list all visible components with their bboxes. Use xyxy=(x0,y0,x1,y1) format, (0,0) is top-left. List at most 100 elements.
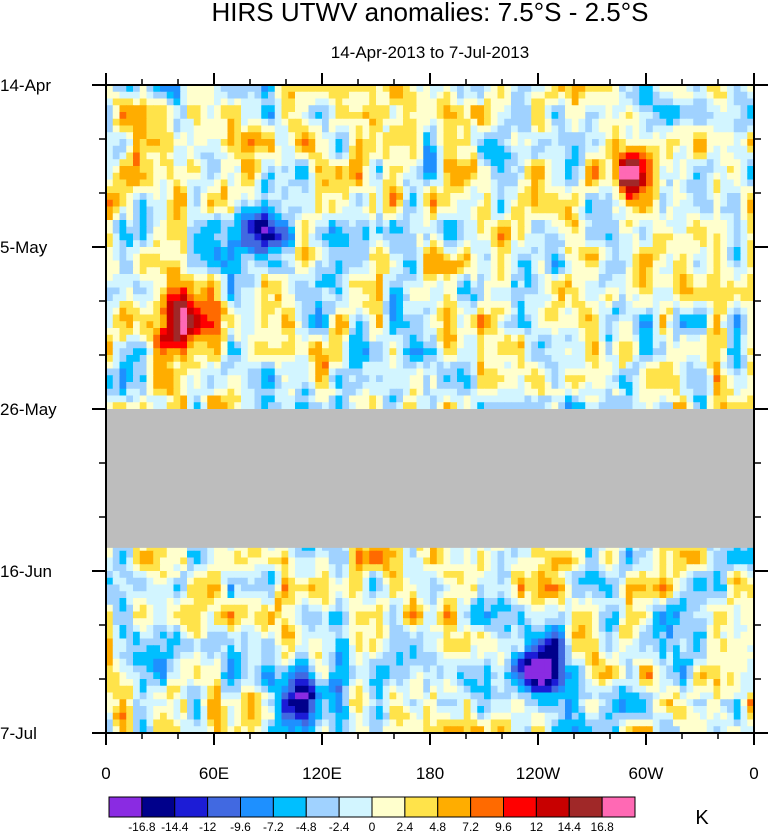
field-cell xyxy=(328,247,337,255)
field-cell xyxy=(457,220,465,228)
field-cell xyxy=(295,213,303,221)
field-cell xyxy=(524,307,532,316)
field-cell xyxy=(646,240,654,248)
field-cell xyxy=(571,105,580,113)
field-cell xyxy=(538,328,546,336)
field-cell xyxy=(261,172,269,181)
field-cell xyxy=(112,105,121,113)
field-cell xyxy=(686,294,694,302)
field-cell xyxy=(605,206,613,214)
field-cell xyxy=(200,388,208,397)
field-cell xyxy=(598,274,607,282)
field-cell xyxy=(423,240,431,248)
field-cell xyxy=(652,253,661,262)
field-cell xyxy=(598,186,607,194)
field-cell xyxy=(484,206,492,214)
field-cell xyxy=(612,314,620,322)
field-cell xyxy=(436,226,445,235)
field-cell xyxy=(247,240,256,248)
field-cell xyxy=(497,105,505,113)
field-cell xyxy=(187,91,195,100)
field-cell xyxy=(470,166,478,174)
field-cell xyxy=(166,145,175,154)
field-cell xyxy=(727,328,735,336)
field-cell xyxy=(558,199,566,208)
field-cell xyxy=(322,388,330,397)
field-cell xyxy=(409,388,418,397)
field-cell xyxy=(227,341,235,349)
field-cell xyxy=(551,307,559,316)
field-cell xyxy=(720,132,728,140)
field-cell xyxy=(180,199,188,208)
field-cell xyxy=(470,199,478,208)
field-cell xyxy=(261,280,269,289)
field-cell xyxy=(261,152,269,160)
field-cell xyxy=(484,294,492,302)
field-cell xyxy=(146,125,154,133)
field-cell xyxy=(686,112,694,120)
field-cell xyxy=(160,280,168,289)
field-cell xyxy=(281,395,289,403)
field-cell xyxy=(281,314,289,322)
field-cell xyxy=(382,294,391,302)
field-cell xyxy=(571,220,580,228)
field-cell xyxy=(200,274,208,282)
field-cell xyxy=(443,368,451,376)
field-cell xyxy=(430,193,438,201)
field-cell xyxy=(632,301,640,309)
field-cell xyxy=(315,307,323,316)
field-cell xyxy=(376,395,384,403)
field-cell xyxy=(713,321,721,329)
field-cell xyxy=(180,260,188,268)
field-cell xyxy=(565,206,573,214)
field-cell xyxy=(686,253,694,262)
field-cell xyxy=(376,199,384,208)
field-cell xyxy=(686,361,694,370)
field-cell xyxy=(112,274,121,282)
field-cell xyxy=(349,179,357,187)
field-cell xyxy=(639,321,647,329)
field-cell xyxy=(517,112,526,120)
field-cell xyxy=(261,199,269,208)
field-cell xyxy=(369,186,377,194)
field-cell xyxy=(126,253,134,262)
field-cell xyxy=(173,253,181,262)
field-cell xyxy=(652,233,661,241)
field-cell xyxy=(207,186,215,194)
field-cell xyxy=(686,341,694,349)
field-cell xyxy=(342,382,350,390)
field-cell xyxy=(592,85,600,93)
field-cell xyxy=(693,294,701,302)
field-cell xyxy=(457,301,465,309)
field-cell xyxy=(423,199,431,208)
field-cell xyxy=(659,132,667,140)
field-cell xyxy=(436,206,445,214)
field-cell xyxy=(261,193,269,201)
field-cell xyxy=(214,240,222,248)
field-cell xyxy=(497,280,505,289)
field-cell xyxy=(227,220,235,228)
field-cell xyxy=(524,328,532,336)
field-cell xyxy=(470,382,478,390)
field-cell xyxy=(652,213,661,221)
field-cell xyxy=(740,226,748,235)
field-cell xyxy=(605,348,613,356)
field-cell xyxy=(679,233,688,241)
field-cell xyxy=(558,334,566,343)
field-cell xyxy=(443,179,451,187)
field-cell xyxy=(106,206,114,214)
field-cell xyxy=(619,375,627,383)
field-cell xyxy=(679,240,688,248)
field-cell xyxy=(551,280,559,289)
field-cell xyxy=(497,220,505,228)
field-cell xyxy=(227,152,235,160)
field-cell xyxy=(288,233,296,241)
field-cell xyxy=(673,145,681,154)
field-cell xyxy=(362,395,370,403)
field-cell xyxy=(700,301,708,309)
field-cell xyxy=(315,85,323,93)
field-cell xyxy=(632,240,640,248)
field-cell xyxy=(423,118,431,127)
field-cell xyxy=(551,328,559,336)
field-cell xyxy=(592,91,600,100)
